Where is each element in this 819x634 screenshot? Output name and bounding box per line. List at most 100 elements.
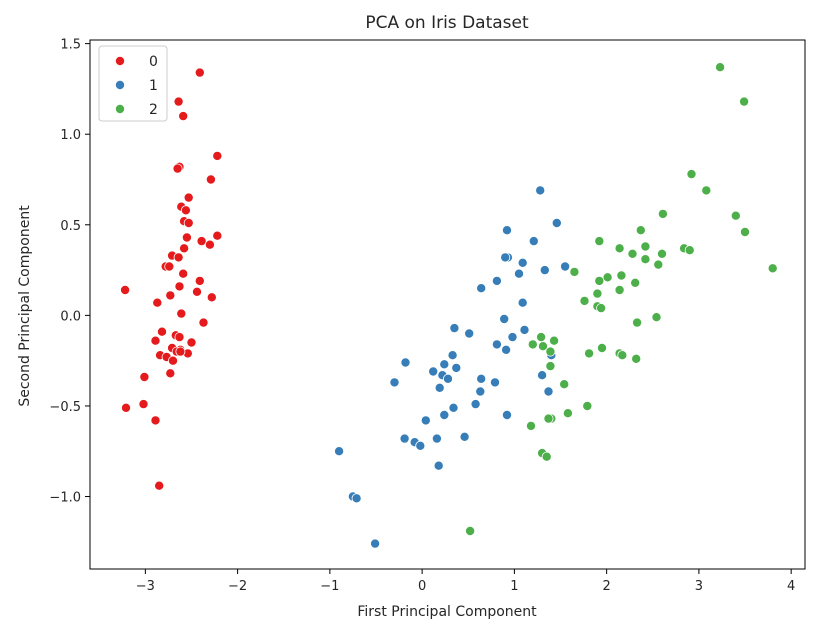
point-class-2 (579, 295, 590, 306)
point-class-1 (428, 366, 439, 377)
point-class-1 (528, 236, 539, 247)
point-class-2 (631, 353, 642, 364)
point-class-2 (640, 241, 651, 252)
plot-frame (89, 39, 806, 570)
point-class-0 (152, 297, 163, 308)
point-class-1 (514, 268, 525, 279)
x-tick-label: 2 (603, 579, 611, 594)
point-class-1 (517, 257, 528, 268)
point-class-0 (172, 163, 183, 174)
point-class-0 (212, 230, 223, 241)
point-class-0 (165, 368, 176, 379)
point-class-0 (191, 286, 202, 297)
point-class-2 (465, 526, 476, 537)
point-class-2 (545, 346, 556, 357)
y-tick-label: 0.0 (60, 309, 81, 324)
point-class-1 (420, 415, 431, 426)
point-class-2 (657, 208, 668, 219)
point-class-2 (640, 254, 651, 265)
point-class-1 (551, 217, 562, 228)
point-class-1 (499, 313, 510, 324)
point-class-1 (415, 440, 426, 451)
point-class-0 (173, 96, 184, 107)
point-class-0 (174, 281, 185, 292)
point-class-2 (767, 263, 778, 274)
point-class-0 (139, 371, 150, 382)
chart-title: PCA on Iris Dataset (365, 13, 529, 33)
point-class-0 (121, 402, 132, 413)
point-class-1 (517, 297, 528, 308)
point-class-1 (537, 370, 548, 381)
point-class-1 (539, 265, 550, 276)
legend-label-2: 2 (149, 102, 158, 118)
y-tick-label: 0.5 (60, 219, 81, 234)
point-class-2 (701, 185, 712, 196)
point-class-1 (449, 323, 460, 334)
point-class-0 (196, 236, 207, 247)
point-class-0 (181, 232, 192, 243)
point-class-2 (526, 420, 537, 431)
point-class-2 (614, 243, 625, 254)
point-class-0 (194, 275, 205, 286)
point-class-1 (351, 493, 362, 504)
legend-marker-1 (115, 80, 126, 91)
point-class-0 (198, 317, 209, 328)
point-class-2 (602, 272, 613, 283)
point-class-1 (442, 373, 453, 384)
point-class-1 (489, 377, 500, 388)
point-class-1 (501, 225, 512, 236)
x-tick-label: 1 (510, 579, 518, 594)
point-class-1 (560, 261, 571, 272)
legend-marker-0 (115, 56, 126, 67)
legend-label-1: 1 (149, 78, 158, 94)
point-class-0 (179, 243, 190, 254)
point-class-2 (651, 312, 662, 323)
point-class-2 (616, 270, 627, 281)
point-class-0 (175, 346, 186, 357)
point-class-2 (630, 277, 641, 288)
point-class-1 (434, 382, 445, 393)
point-class-0 (178, 268, 189, 279)
point-class-2 (545, 361, 556, 372)
point-class-2 (686, 169, 697, 180)
point-class-1 (507, 332, 518, 343)
point-class-2 (543, 413, 554, 424)
y-axis-label: Second Principal Component (17, 205, 33, 407)
point-class-2 (584, 348, 595, 359)
point-class-2 (562, 408, 573, 419)
point-class-2 (582, 400, 593, 411)
point-class-2 (730, 210, 741, 221)
x-axis-label: First Principal Component (357, 604, 537, 620)
point-class-1 (470, 399, 481, 410)
point-class-2 (740, 226, 751, 237)
point-class-2 (614, 284, 625, 295)
point-class-1 (475, 386, 486, 397)
point-class-0 (154, 480, 165, 491)
point-class-0 (150, 335, 161, 346)
point-class-0 (206, 292, 217, 303)
point-class-1 (399, 433, 410, 444)
point-class-0 (150, 415, 161, 426)
point-class-2 (549, 335, 560, 346)
point-class-1 (389, 377, 400, 388)
point-class-0 (156, 326, 167, 337)
point-class-2 (541, 451, 552, 462)
point-class-2 (594, 275, 605, 286)
point-class-1 (439, 359, 450, 370)
axes-layer: −3 −2 −1 0 1 2 3 4 −1.0 −0.5 0.0 0.5 1.0 1.5 (49, 38, 806, 594)
point-class-1 (464, 328, 475, 339)
legend-box (98, 45, 168, 122)
y-tick-label: −1.0 (49, 491, 81, 506)
point-class-2 (597, 342, 608, 353)
point-class-2 (739, 96, 750, 107)
point-class-2 (684, 245, 695, 256)
point-class-2 (617, 350, 628, 361)
legend-label-0: 0 (149, 54, 158, 70)
x-tick-label: 3 (695, 579, 703, 594)
point-class-1 (431, 433, 442, 444)
point-class-2 (657, 248, 668, 259)
point-class-2 (594, 236, 605, 247)
point-class-2 (627, 248, 638, 259)
point-class-0 (120, 284, 131, 295)
x-tick-label: −3 (136, 579, 155, 594)
